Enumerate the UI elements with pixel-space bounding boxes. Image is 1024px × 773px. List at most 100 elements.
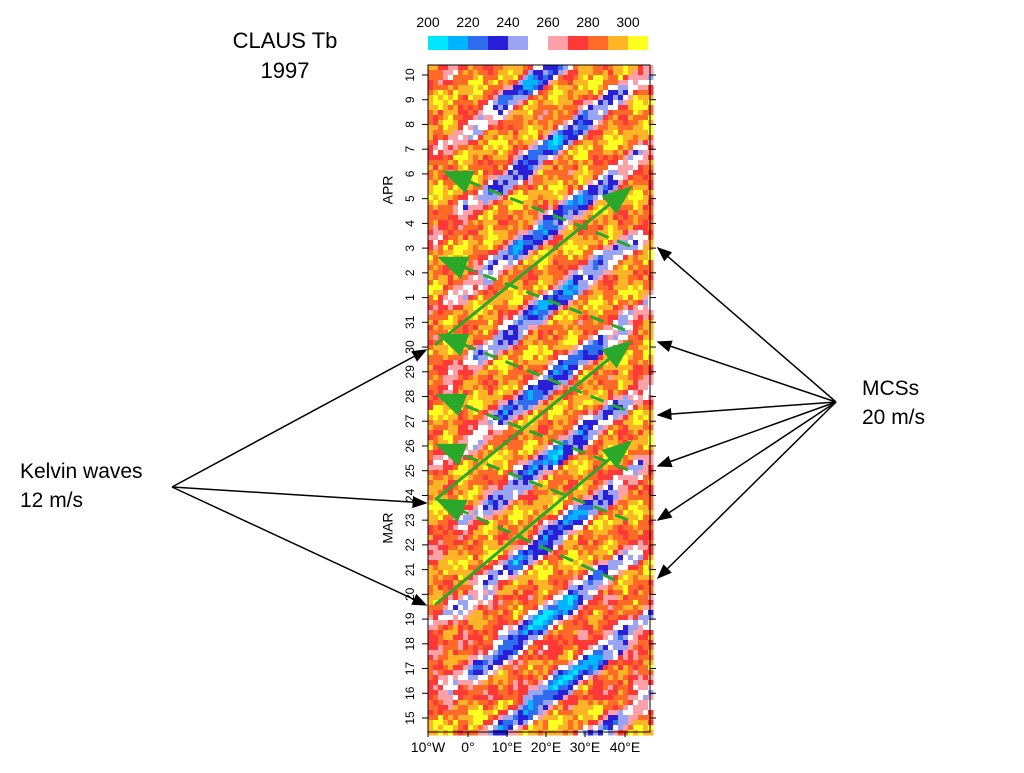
- field-cell: [623, 280, 629, 286]
- field-cell: [603, 280, 609, 286]
- field-cell: [478, 560, 484, 566]
- field-cell: [623, 495, 629, 501]
- field-cell: [608, 285, 614, 291]
- field-cell: [613, 185, 619, 191]
- field-cell: [448, 135, 454, 141]
- field-cell: [538, 565, 544, 571]
- field-cell: [543, 465, 549, 471]
- field-cell: [468, 220, 474, 226]
- field-cell: [543, 520, 549, 526]
- field-cell: [583, 560, 589, 566]
- field-cell: [553, 285, 559, 291]
- field-cell: [478, 195, 484, 201]
- field-cell: [558, 565, 564, 571]
- field-cell: [428, 425, 434, 431]
- field-cell: [573, 195, 579, 201]
- field-cell: [543, 515, 549, 521]
- field-cell: [618, 365, 624, 371]
- field-cell: [538, 380, 544, 386]
- field-cell: [448, 290, 454, 296]
- field-cell: [648, 510, 654, 516]
- field-cell: [568, 440, 574, 446]
- field-cell: [488, 445, 494, 451]
- field-cell: [483, 305, 489, 311]
- field-cell: [638, 160, 644, 166]
- field-cell: [528, 590, 534, 596]
- field-cell: [633, 105, 639, 111]
- field-cell: [588, 360, 594, 366]
- field-cell: [553, 175, 559, 181]
- field-cell: [483, 615, 489, 621]
- field-cell: [598, 130, 604, 136]
- field-cell: [468, 495, 474, 501]
- field-cell: [488, 415, 494, 421]
- field-cell: [593, 485, 599, 491]
- field-cell: [588, 335, 594, 341]
- field-cell: [573, 445, 579, 451]
- field-cell: [608, 180, 614, 186]
- field-cell: [458, 270, 464, 276]
- field-cell: [478, 110, 484, 116]
- field-cell: [593, 345, 599, 351]
- field-cell: [448, 370, 454, 376]
- field-cell: [618, 250, 624, 256]
- field-cell: [623, 65, 629, 71]
- field-cell: [593, 95, 599, 101]
- field-cell: [473, 195, 479, 201]
- field-cell: [568, 280, 574, 286]
- field-cell: [638, 545, 644, 551]
- field-cell: [538, 590, 544, 596]
- field-cell: [483, 470, 489, 476]
- field-cell: [598, 440, 604, 446]
- field-cell: [583, 490, 589, 496]
- field-cell: [623, 355, 629, 361]
- field-cell: [608, 415, 614, 421]
- field-cell: [593, 175, 599, 181]
- field-cell: [548, 545, 554, 551]
- field-cell: [553, 80, 559, 86]
- field-cell: [493, 500, 499, 506]
- field-cell: [478, 250, 484, 256]
- field-cell: [508, 355, 514, 361]
- field-cell: [468, 305, 474, 311]
- field-cell: [623, 395, 629, 401]
- field-cell: [488, 260, 494, 266]
- field-cell: [453, 180, 459, 186]
- field-cell: [528, 385, 534, 391]
- field-cell: [603, 560, 609, 566]
- field-cell: [473, 120, 479, 126]
- field-cell: [468, 450, 474, 456]
- field-cell: [623, 605, 629, 611]
- field-cell: [573, 125, 579, 131]
- field-cell: [468, 465, 474, 471]
- field-cell: [508, 545, 514, 551]
- field-cell: [593, 530, 599, 536]
- field-cell: [513, 560, 519, 566]
- field-cell: [618, 200, 624, 206]
- field-cell: [493, 365, 499, 371]
- field-cell: [603, 195, 609, 201]
- field-cell: [648, 90, 654, 96]
- field-cell: [583, 410, 589, 416]
- field-cell: [448, 100, 454, 106]
- field-cell: [443, 330, 449, 336]
- field-cell: [503, 245, 509, 251]
- field-cell: [518, 110, 524, 116]
- field-cell: [488, 265, 494, 271]
- field-cell: [508, 320, 514, 326]
- field-cell: [558, 535, 564, 541]
- field-cell: [478, 615, 484, 621]
- field-cell: [453, 515, 459, 521]
- field-cell: [438, 350, 444, 356]
- field-cell: [508, 455, 514, 461]
- field-cell: [453, 410, 459, 416]
- field-cell: [563, 155, 569, 161]
- field-cell: [463, 175, 469, 181]
- field-cell: [498, 255, 504, 261]
- field-cell: [468, 100, 474, 106]
- field-cell: [523, 255, 529, 261]
- field-cell: [573, 405, 579, 411]
- field-cell: [558, 155, 564, 161]
- field-cell: [608, 410, 614, 416]
- field-cell: [603, 535, 609, 541]
